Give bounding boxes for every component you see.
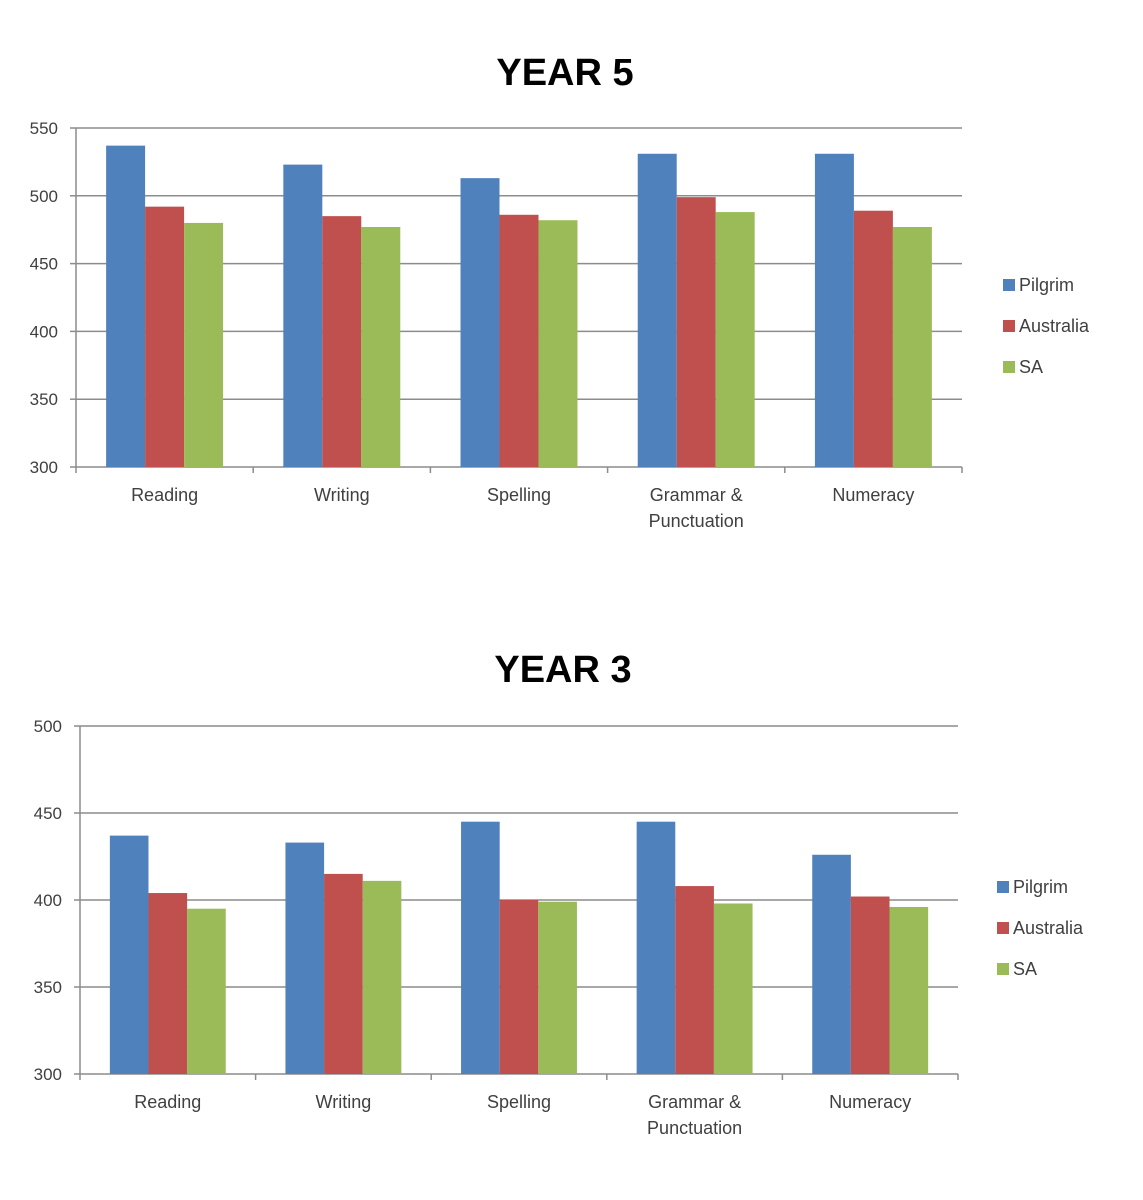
legend-swatch-sa — [997, 963, 1009, 975]
x-tick-label: Numeracy — [829, 1092, 911, 1112]
bar-australia — [850, 896, 890, 1074]
y-tick-label: 400 — [34, 891, 62, 910]
legend-swatch-australia — [1003, 320, 1015, 332]
y-tick-label: 450 — [34, 804, 62, 823]
bar-sa — [889, 906, 929, 1074]
legend-label-sa: SA — [1013, 959, 1037, 979]
legend-swatch-australia — [997, 922, 1009, 934]
bar-sa — [538, 220, 578, 467]
bar-pilgrim — [814, 153, 854, 467]
legend-label-australia: Australia — [1019, 316, 1090, 336]
y-tick-label: 350 — [34, 978, 62, 997]
bar-pilgrim — [106, 145, 146, 468]
legend-swatch-sa — [1003, 361, 1015, 373]
legend-swatch-pilgrim — [997, 881, 1009, 893]
y-tick-label: 450 — [30, 255, 58, 274]
y-tick-label: 300 — [30, 458, 58, 477]
x-tick-label: Grammar & Punctuation — [647, 1092, 742, 1138]
bar-sa — [184, 222, 224, 467]
x-tick-label: Numeracy — [832, 485, 914, 505]
x-tick-label: Reading — [131, 485, 198, 505]
y-tick-label: 350 — [30, 390, 58, 409]
y-tick-label: 300 — [34, 1065, 62, 1084]
bar-australia — [675, 886, 714, 1074]
bar-australia — [324, 873, 363, 1074]
bar-sa — [362, 880, 402, 1074]
bar-australia — [676, 197, 716, 467]
bar-australia — [499, 900, 539, 1074]
y-tick-label: 400 — [30, 322, 58, 341]
legend-label-australia: Australia — [1013, 918, 1084, 938]
bar-pilgrim — [636, 821, 676, 1074]
x-tick-label: Reading — [134, 1092, 201, 1112]
bar-australia — [499, 214, 539, 467]
bar-sa — [361, 226, 401, 467]
y-tick-label: 500 — [30, 187, 58, 206]
bar-australia — [322, 216, 362, 467]
bar-pilgrim — [460, 178, 500, 467]
bar-sa — [715, 212, 755, 467]
x-tick-label: Grammar & Punctuation — [649, 485, 744, 531]
bar-pilgrim — [285, 842, 325, 1074]
bar-australia — [148, 893, 188, 1074]
bar-sa — [713, 903, 753, 1074]
x-tick-label: Spelling — [487, 485, 551, 505]
legend-label-sa: SA — [1019, 357, 1043, 377]
bar-pilgrim — [637, 153, 677, 467]
bar-sa — [892, 226, 932, 467]
year5-chart: YEAR 5 300 350 400 450 500 550 Reading Writing S… — [30, 52, 1090, 531]
year3-chart: YEAR 3 300 350 400 450 500 Reading Writing Spel… — [34, 649, 1084, 1138]
bar-pilgrim — [109, 835, 149, 1074]
bar-pilgrim — [461, 821, 500, 1074]
x-tick-label: Spelling — [487, 1092, 551, 1112]
chart-title: YEAR 3 — [494, 649, 631, 691]
y-tick-label: 500 — [34, 717, 62, 736]
x-tick-label: Writing — [314, 485, 370, 505]
bar-sa — [187, 908, 226, 1074]
legend-swatch-pilgrim — [1003, 279, 1015, 291]
legend-label-pilgrim: Pilgrim — [1019, 275, 1074, 295]
y-tick-label: 550 — [30, 119, 58, 138]
bar-pilgrim — [812, 854, 851, 1074]
x-tick-label: Writing — [316, 1092, 372, 1112]
bar-sa — [538, 901, 577, 1074]
chart-title: YEAR 5 — [496, 52, 633, 94]
bar-australia — [853, 210, 893, 467]
bar-australia — [145, 206, 185, 467]
legend-label-pilgrim: Pilgrim — [1013, 877, 1068, 897]
bar-pilgrim — [283, 164, 323, 467]
